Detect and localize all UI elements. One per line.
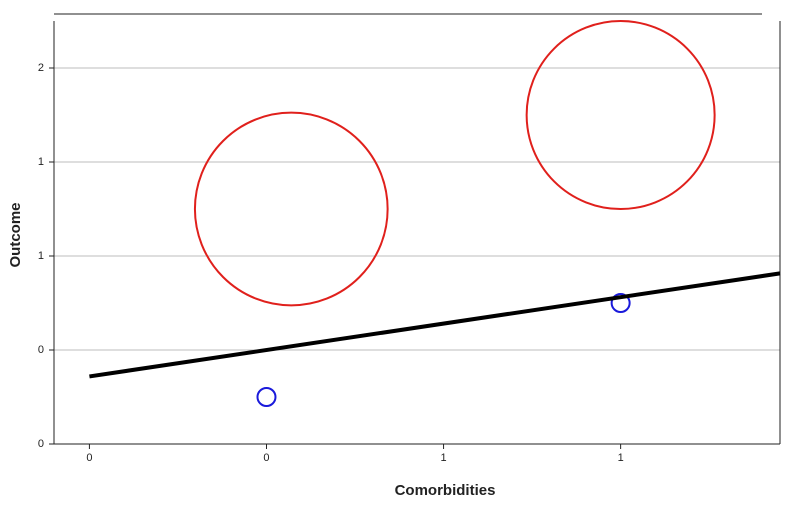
x-tick-label: 1 (618, 452, 624, 464)
y-tick-label: 1 (38, 250, 44, 262)
bubble (525, 20, 716, 210)
y-tick-label: 1 (38, 156, 44, 168)
fit-line (89, 271, 781, 379)
x-tick-label: 1 (440, 452, 446, 464)
point (256, 387, 277, 407)
y-tick-label: 2 (38, 62, 44, 74)
y-tick-label: 0 (38, 438, 44, 450)
y-axis-title: Outcome (7, 202, 24, 267)
bubble (193, 111, 389, 307)
x-axis-title: Comorbidities (395, 482, 496, 499)
x-tick-label: 0 (86, 452, 92, 464)
point (610, 293, 631, 313)
x-tick-label: 0 (263, 452, 269, 464)
y-tick-label: 0 (38, 344, 44, 356)
